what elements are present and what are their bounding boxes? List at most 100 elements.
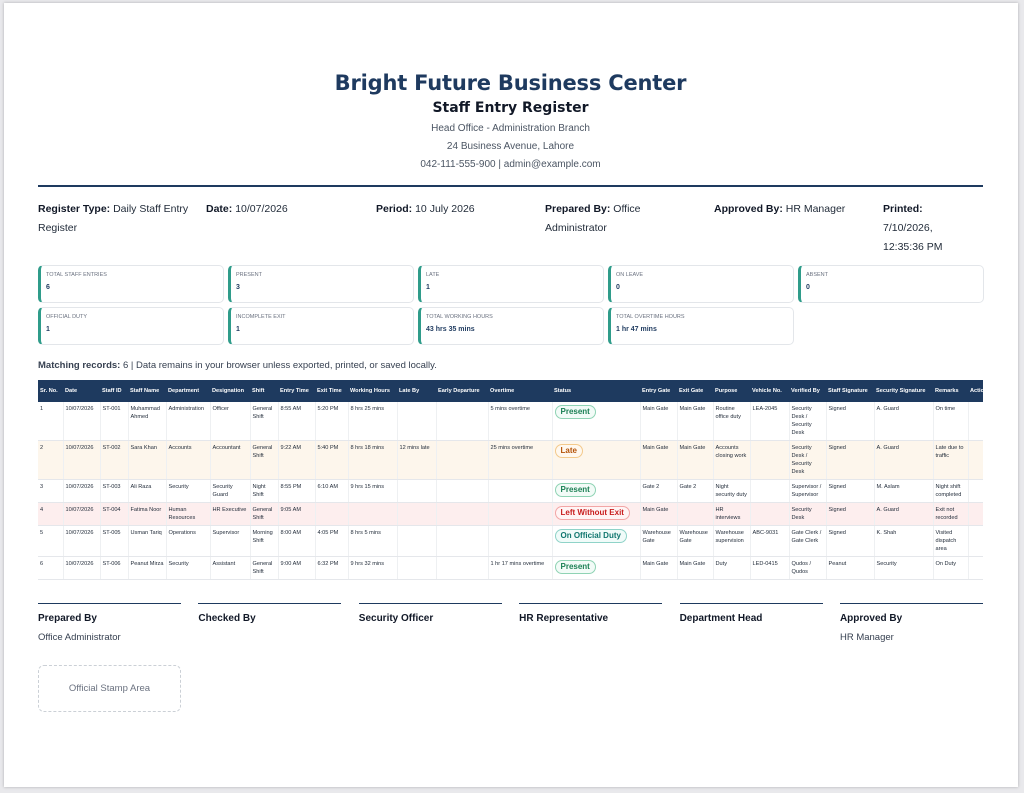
table-cell: ST-002 [100,440,129,480]
table-cell: Supervisor [210,525,251,557]
table-cell: Night shift completed [933,479,969,503]
signature-section: Prepared By Office Administrator Checked … [38,603,983,643]
table-cell: 1 [38,402,64,441]
table-cell: 8 hrs 25 mins [348,402,398,441]
contact-line: 042-111-555-900 | admin@example.com [420,159,601,170]
register-meta: Register Type: Daily Staff Entry Registe… [38,200,983,257]
column-header: Status [552,380,640,402]
column-header: Entry Gate [640,380,677,402]
summary-card-on-leave: On Leave 0 [608,265,794,303]
table-cell: Fatima Noor [128,502,167,526]
signature-prepared-by: Prepared By Office Administrator [38,603,181,643]
status-badge: On Official Duty [554,529,627,543]
table-cell [348,502,398,526]
table-cell: Operations [166,525,211,557]
column-header: Exit Time [315,380,348,402]
table-cell: 4 [38,502,64,526]
table-cell: LED-0415 [750,556,790,580]
column-header: Staff ID [100,380,128,402]
table-cell: A. Guard [874,402,934,441]
entry-table-wrapper[interactable]: Sr. No. Date Staff ID Staff Name Department D… [38,380,983,580]
signature-checked-by: Checked By [198,603,342,643]
table-cell: Peanut [826,556,875,580]
report-title: Staff Entry Register [432,100,589,116]
table-cell: Warehouse Gate [640,525,678,557]
table-cell: General Shift [250,440,279,480]
table-cell: Officer [210,402,251,441]
table-cell: Usman Tariq [128,525,167,557]
table-row: 1 10/07/2026 ST-001 Muhammad Ahmed Administr… [38,402,983,441]
actions-cell [968,440,983,480]
table-cell: 10/07/2026 [63,502,101,526]
table-cell: 5 [38,525,64,557]
table-cell: Security Desk / Security Desk [789,440,827,480]
summary-card-incomplete-exit: Incomplete Exit 1 [228,307,414,345]
table-header-row: Sr. No. Date Staff ID Staff Name Department D… [38,380,983,402]
table-cell [397,502,437,526]
table-cell: Assistant [210,556,251,580]
status-badge: Present [554,483,596,497]
status-badge: Late [554,444,583,458]
table-cell: Warehouse supervision [713,525,751,557]
table-cell: Late due to traffic [933,440,969,480]
table-cell [436,502,489,526]
table-cell: Qudos / Qudos [789,556,827,580]
table-cell: Signed [826,402,875,441]
summary-card-official-duty: Official Duty 1 [38,307,224,345]
table-cell: Security [166,479,211,503]
table-cell: Main Gate [640,502,678,526]
column-header: Designation [210,380,250,402]
table-cell: 8 hrs 5 mins [348,525,398,557]
table-cell [436,440,489,480]
actions-cell [968,479,983,503]
table-cell: Accounts [166,440,211,480]
table-cell: Accounts closing work [713,440,751,480]
status-badge: Present [554,405,596,419]
column-header: Late By [397,380,436,402]
table-body: 1 10/07/2026 ST-001 Muhammad Ahmed Administr… [38,402,983,580]
table-row: 5 10/07/2026 ST-005 Usman Tariq Operations Su… [38,525,983,557]
table-cell: HR interviews [713,502,751,526]
table-cell: Accountant [210,440,251,480]
status-cell: Present [552,556,641,580]
table-cell: 9:05 AM [278,502,316,526]
table-cell: 9:00 AM [278,556,316,580]
column-header: Entry Time [278,380,315,402]
actions-cell [968,502,983,526]
table-cell: 10/07/2026 [63,440,101,480]
table-cell: Signed [826,440,875,480]
table-cell: ABC-9031 [750,525,790,557]
table-cell: 5 mins overtime [488,402,553,441]
table-cell [488,479,553,503]
status-cell: Late [552,440,641,480]
table-cell: 9 hrs 32 mins [348,556,398,580]
meta-register-type: Register Type: Daily Staff Entry Registe… [38,203,189,234]
table-cell: On time [933,402,969,441]
actions-cell [968,556,983,580]
status-cell: Present [552,479,641,503]
signature-security-officer: Security Officer [358,603,502,643]
column-header: Date [63,380,100,402]
table-cell: Main Gate [640,402,678,441]
table-cell: HR Executive [210,502,251,526]
meta-period: Period: 10 July 2026 [376,203,475,215]
organization-name: Bright Future Business Center [334,71,687,95]
table-cell: Duty [713,556,751,580]
table-cell: Security Guard [210,479,251,503]
actions-cell [968,402,983,441]
column-header: Shift [250,380,278,402]
table-cell: Security Desk [789,502,827,526]
meta-approved-by: Approved By: HR Manager [714,203,846,215]
status-cell: Left Without Exit [552,502,641,526]
table-cell: Ali Raza [128,479,167,503]
table-cell: 10/07/2026 [63,402,101,441]
meta-prepared-by: Prepared By: Office Administrator [545,203,641,234]
table-cell: 10/07/2026 [63,525,101,557]
table-cell: General Shift [250,402,279,441]
official-stamp-area: Official Stamp Area [38,665,181,712]
branch-line: Head Office - Administration Branch [431,123,590,134]
table-cell [397,479,437,503]
column-header: Staff Name [128,380,166,402]
staff-entry-table: Sr. No. Date Staff ID Staff Name Department D… [38,380,983,580]
table-cell: 3 [38,479,64,503]
